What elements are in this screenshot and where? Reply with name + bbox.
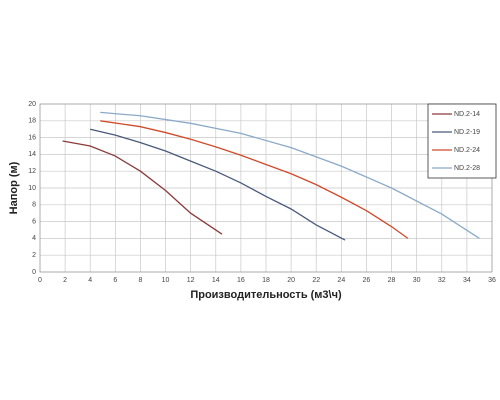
x-tick-label: 36 xyxy=(488,277,496,284)
x-axis-title: Производительность (м3\ч) xyxy=(190,289,342,301)
x-tick-label: 0 xyxy=(38,277,42,284)
y-tick-label: 12 xyxy=(28,168,36,175)
y-tick-label: 2 xyxy=(32,252,36,259)
x-tick-label: 18 xyxy=(262,277,270,284)
y-axis-title: Напор (м) xyxy=(8,161,20,214)
x-tick-label: 12 xyxy=(187,277,195,284)
legend-box xyxy=(427,103,497,179)
series-line xyxy=(62,140,223,235)
y-tick-label: 0 xyxy=(32,269,36,276)
x-tick-label: 14 xyxy=(212,277,220,284)
y-tick-label: 6 xyxy=(32,218,36,225)
x-tick-label: 30 xyxy=(413,277,421,284)
legend-label: ND.2-24 xyxy=(454,147,480,154)
x-tick-label: 34 xyxy=(463,277,471,284)
x-tick-label: 16 xyxy=(237,277,245,284)
y-tick-label: 10 xyxy=(28,185,36,192)
x-tick-label: 26 xyxy=(363,277,371,284)
x-tick-label: 4 xyxy=(88,277,92,284)
y-tick-label: 20 xyxy=(28,101,36,108)
x-tick-label: 32 xyxy=(438,277,446,284)
series-line xyxy=(90,128,346,241)
y-tick-label: 14 xyxy=(28,151,36,158)
x-tick-label: 2 xyxy=(63,277,67,284)
plot-border xyxy=(39,103,493,273)
x-tick-label: 10 xyxy=(162,277,170,284)
y-tick-label: 8 xyxy=(32,202,36,209)
x-tick-label: 20 xyxy=(287,277,295,284)
series-line xyxy=(100,120,409,239)
x-tick-label: 6 xyxy=(113,277,117,284)
x-tick-label: 8 xyxy=(138,277,142,284)
y-tick-label: 18 xyxy=(28,118,36,125)
legend-label: ND.2-28 xyxy=(454,165,480,172)
series-line xyxy=(100,111,480,239)
x-tick-label: 28 xyxy=(388,277,396,284)
legend-label: ND.2-14 xyxy=(454,111,480,118)
y-tick-label: 4 xyxy=(32,235,36,242)
y-tick-label: 16 xyxy=(28,134,36,141)
x-tick-label: 22 xyxy=(312,277,320,284)
x-tick-label: 24 xyxy=(337,277,345,284)
legend-label: ND.2-19 xyxy=(454,129,480,136)
